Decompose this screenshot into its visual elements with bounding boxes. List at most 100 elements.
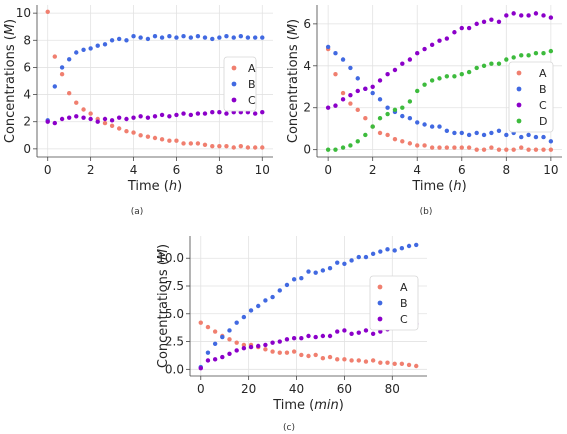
y-axis-label: Concentrations (M) <box>156 244 171 368</box>
data-point <box>152 135 158 141</box>
y-tick-label: 10.0 <box>157 251 184 265</box>
data-point <box>327 266 333 271</box>
y-tick-label: 7.5 <box>165 279 184 293</box>
data-point <box>356 358 361 363</box>
data-point <box>231 145 236 150</box>
data-point <box>52 54 58 59</box>
data-point <box>348 65 353 71</box>
data-point <box>370 90 375 96</box>
data-point <box>66 57 72 62</box>
series-B <box>45 34 265 123</box>
data-point <box>511 11 516 16</box>
data-point <box>474 130 479 136</box>
data-point <box>429 78 435 83</box>
data-point <box>52 84 58 89</box>
data-point <box>306 353 311 359</box>
legend: ABC <box>369 275 419 331</box>
data-point <box>526 147 531 152</box>
data-point <box>511 147 516 152</box>
y-tick-label: 8 <box>23 33 31 47</box>
data-point <box>202 142 208 147</box>
data-point <box>377 130 383 136</box>
legend-marker <box>231 97 237 103</box>
data-point <box>363 359 369 364</box>
data-point <box>116 36 122 42</box>
data-point <box>533 51 539 56</box>
data-point <box>95 119 100 124</box>
data-point <box>422 82 427 87</box>
data-point <box>392 107 398 113</box>
data-point <box>340 97 346 102</box>
data-point <box>224 34 229 39</box>
data-point <box>363 328 369 333</box>
data-point <box>145 134 151 139</box>
data-point <box>174 138 179 143</box>
data-point <box>459 71 464 77</box>
data-point <box>459 130 464 136</box>
data-point <box>548 147 554 152</box>
data-point <box>167 138 172 143</box>
legend-label: C <box>248 94 256 107</box>
data-point <box>378 249 383 254</box>
data-point <box>452 30 457 35</box>
data-point <box>342 357 347 362</box>
data-point <box>541 134 546 140</box>
data-point <box>496 61 502 66</box>
data-point <box>504 132 509 138</box>
y-axis-label: Concentrations (M) <box>3 19 18 143</box>
data-point <box>252 35 258 40</box>
data-point <box>234 340 239 345</box>
data-point <box>181 34 186 39</box>
data-point <box>88 116 93 122</box>
data-point <box>333 71 338 77</box>
data-point <box>59 65 65 70</box>
data-point <box>474 21 479 27</box>
data-point <box>152 114 158 119</box>
data-point <box>291 349 297 354</box>
data-point <box>504 13 509 18</box>
legend-marker <box>516 102 522 108</box>
data-point <box>131 130 136 135</box>
data-point <box>231 35 236 40</box>
data-point <box>212 357 218 362</box>
data-point <box>224 111 229 116</box>
data-point <box>519 134 524 140</box>
data-point <box>220 354 225 360</box>
data-point <box>238 34 244 39</box>
data-point <box>399 246 405 251</box>
x-tick-label: 8 <box>216 163 224 177</box>
data-point <box>284 337 290 342</box>
data-point <box>437 38 442 43</box>
data-point <box>145 36 151 42</box>
x-tick-label: 20 <box>241 382 256 396</box>
data-point <box>452 74 457 79</box>
x-tick-label: 0 <box>44 163 52 177</box>
data-point <box>270 349 275 354</box>
data-point <box>340 145 346 150</box>
data-point <box>124 116 129 122</box>
chart-panel-3: 0 20 40 60 80 0.0 2.5 5.0 7.5 10.0 Time (min) Conce… <box>156 236 427 433</box>
x-tick-label: 10 <box>255 163 270 177</box>
data-point <box>248 344 254 350</box>
data-point <box>245 35 251 40</box>
data-point <box>415 143 420 148</box>
y-tick-label: 5.0 <box>165 307 184 321</box>
data-point <box>116 115 122 120</box>
data-point <box>414 363 419 369</box>
data-point <box>392 248 397 253</box>
data-point <box>422 122 427 127</box>
legend-frame <box>369 275 419 331</box>
data-point <box>102 42 108 47</box>
x-tick-label: 80 <box>385 382 400 396</box>
data-point <box>238 143 244 149</box>
data-point <box>159 137 165 142</box>
data-point <box>202 111 208 116</box>
data-point <box>378 329 383 334</box>
legend-label: C <box>539 99 547 112</box>
data-point <box>45 9 50 14</box>
data-point <box>88 46 93 51</box>
legend-label: B <box>400 297 408 310</box>
data-point <box>474 65 479 71</box>
data-point <box>526 132 531 138</box>
